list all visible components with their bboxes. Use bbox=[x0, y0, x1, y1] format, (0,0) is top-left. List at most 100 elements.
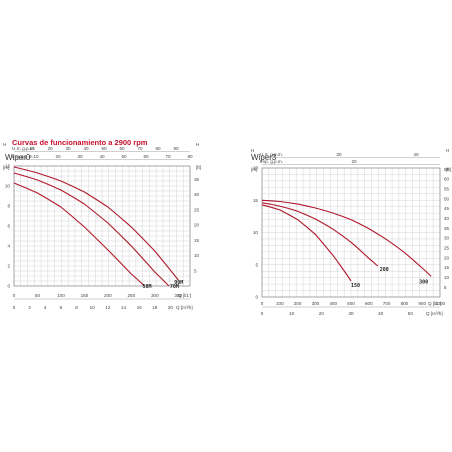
y-ft-tick-label: 20 bbox=[194, 223, 200, 228]
x-lmin-tick-label: 200 bbox=[294, 301, 302, 306]
y-axis-unit-left: H bbox=[251, 148, 254, 153]
x-m3h-tick-label: 50 bbox=[408, 311, 414, 316]
y-axis-unit-right: H bbox=[196, 142, 199, 147]
x-axis-usgpm-label: U.S. g.p.m. bbox=[12, 146, 35, 151]
x-lmin-tick-label: 200 bbox=[104, 293, 112, 298]
usgpm-tick-label: 30 bbox=[65, 146, 71, 151]
y-ft-tick-label: 10 bbox=[194, 253, 200, 258]
y-ft-tick-label: 10 bbox=[444, 275, 450, 280]
x-axis-m3h-label: Q [m³/h] bbox=[176, 305, 193, 310]
usgpm-tick-label: 70 bbox=[137, 146, 143, 151]
x-axis-lmin-label: Q [l/1'] bbox=[178, 293, 191, 298]
impgpm-tick-label: 40 bbox=[99, 154, 105, 159]
x-lmin-tick-label: 0 bbox=[13, 293, 16, 298]
impgpm-tick-label: 20 bbox=[55, 154, 61, 159]
x-m3h-tick-label: 16 bbox=[137, 305, 143, 310]
chart-wiper3: Wiper3H[m]05101520H[ft]51015202530354045… bbox=[251, 148, 451, 316]
x-lmin-tick-label: 0 bbox=[261, 301, 264, 306]
chart-title: Wiper0 bbox=[5, 153, 31, 162]
y-ft-tick-label: 35 bbox=[444, 226, 450, 231]
usgpm-tick-label: 80 bbox=[155, 146, 161, 151]
series-label-50m: 50M bbox=[142, 284, 151, 290]
plot-frame bbox=[261, 167, 441, 298]
x-lmin-tick-label: 300 bbox=[151, 293, 159, 298]
y-axis-unit-right: H bbox=[446, 148, 449, 153]
y-tick-label: 10 bbox=[5, 184, 11, 189]
y-axis-sub-right: [ft] bbox=[446, 167, 451, 172]
y-axis-sub-left: [m] bbox=[3, 165, 9, 170]
y-ft-tick-label: 15 bbox=[194, 238, 200, 243]
y-ft-tick-label: 20 bbox=[444, 255, 450, 260]
impgpm-tick-label: 30 bbox=[77, 154, 83, 159]
y-ft-tick-label: 25 bbox=[444, 245, 450, 250]
impgpm-tick-label: 50 bbox=[121, 154, 127, 159]
x-m3h-tick-label: 12 bbox=[105, 305, 111, 310]
usgpm-tick-label: 50 bbox=[101, 146, 107, 151]
series-line-300 bbox=[261, 199, 432, 277]
x-m3h-tick-label: 8 bbox=[75, 305, 78, 310]
impgpm-tick-label: 20 bbox=[351, 159, 357, 164]
x-lmin-tick-label: 50 bbox=[35, 293, 41, 298]
series-label-300: 300 bbox=[419, 279, 428, 285]
usgpm-tick-label: 90 bbox=[173, 146, 179, 151]
x-m3h-tick-label: 14 bbox=[121, 305, 127, 310]
y-tick-label: 6 bbox=[7, 224, 10, 229]
usgpm-tick-label: 20 bbox=[47, 146, 53, 151]
plot-frame bbox=[13, 165, 191, 287]
series-label-70m: 70M bbox=[170, 284, 179, 290]
x-lmin-tick-label: 700 bbox=[383, 301, 391, 306]
y-tick-label: 0 bbox=[255, 295, 258, 300]
x-m3h-tick-label: 20 bbox=[319, 311, 325, 316]
x-lmin-tick-label: 1000 bbox=[435, 301, 446, 306]
series-line-200 bbox=[261, 202, 379, 267]
page-title: Curvas de funcionamiento a 2900 rpm bbox=[12, 138, 148, 147]
y-tick-label: 10 bbox=[253, 230, 259, 235]
x-m3h-tick-label: 2 bbox=[28, 305, 31, 310]
x-lmin-tick-label: 900 bbox=[418, 301, 426, 306]
series-label-200: 200 bbox=[380, 267, 389, 273]
usgpm-tick-label: 60 bbox=[119, 146, 125, 151]
y-ft-tick-label: 35 bbox=[194, 177, 200, 182]
series-line-50m bbox=[13, 182, 145, 287]
y-ft-tick-label: 5 bbox=[194, 268, 197, 273]
impgpm-tick-label: 60 bbox=[143, 154, 149, 159]
series-line-70m bbox=[13, 172, 170, 287]
y-tick-label: 15 bbox=[253, 198, 259, 203]
series-line-90m bbox=[13, 166, 179, 281]
y-ft-tick-label: 30 bbox=[194, 192, 200, 197]
y-ft-tick-label: 50 bbox=[444, 196, 450, 201]
y-tick-label: 0 bbox=[7, 284, 10, 289]
x-m3h-tick-label: 40 bbox=[378, 311, 384, 316]
series-line-150 bbox=[261, 204, 352, 282]
y-axis-sub-left: [m] bbox=[251, 167, 257, 172]
y-ft-tick-label: 45 bbox=[444, 206, 450, 211]
x-m3h-tick-label: 10 bbox=[90, 305, 96, 310]
usgpm-tick-label: 40 bbox=[413, 152, 419, 157]
x-lmin-tick-label: 800 bbox=[401, 301, 409, 306]
x-axis-lmin-label: Q [l/1'] bbox=[428, 301, 441, 306]
y-tick-label: 2 bbox=[7, 264, 10, 269]
x-m3h-tick-label: 0 bbox=[13, 305, 16, 310]
x-m3h-tick-label: 20 bbox=[168, 305, 174, 310]
x-m3h-tick-label: 0 bbox=[261, 311, 264, 316]
y-ft-tick-label: 40 bbox=[444, 216, 450, 221]
x-lmin-tick-label: 350 bbox=[174, 293, 182, 298]
usgpm-tick-label: 20 bbox=[336, 152, 342, 157]
usgpm-tick-label: 10 bbox=[29, 146, 35, 151]
x-m3h-tick-label: 30 bbox=[348, 311, 354, 316]
chart-wiper0: Wiper0H[m]024681012H[ft]5101520253035U.S… bbox=[3, 142, 201, 310]
x-axis-m3h-label: Q [m³/h] bbox=[426, 311, 443, 316]
x-m3h-tick-label: 10 bbox=[289, 311, 295, 316]
y-ft-tick-label: 65 bbox=[444, 167, 450, 172]
impgpm-tick-label: 80 bbox=[187, 154, 193, 159]
y-axis-unit-left: H bbox=[3, 142, 6, 147]
y-ft-tick-label: 60 bbox=[444, 177, 450, 182]
y-ft-tick-label: 15 bbox=[444, 265, 450, 270]
x-m3h-tick-label: 6 bbox=[60, 305, 63, 310]
y-ft-tick-label: 30 bbox=[444, 236, 450, 241]
x-axis-impgpm-label: Imp. g.p.m. bbox=[260, 159, 283, 164]
x-lmin-tick-label: 100 bbox=[57, 293, 65, 298]
y-tick-label: 20 bbox=[253, 166, 259, 171]
y-tick-label: 8 bbox=[7, 204, 10, 209]
